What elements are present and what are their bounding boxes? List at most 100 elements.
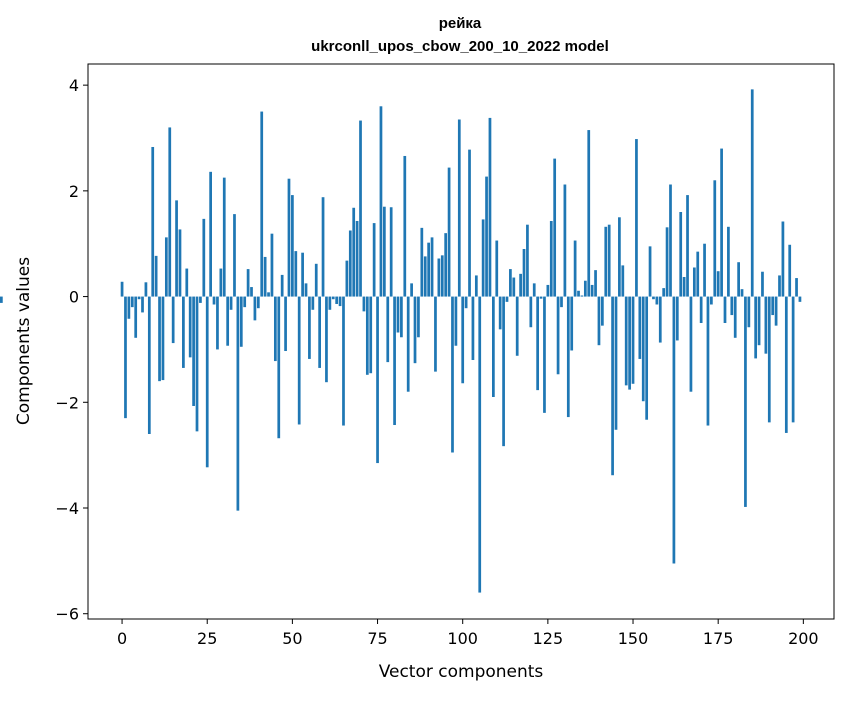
bar	[134, 296, 138, 338]
y-tick-label: −6	[55, 605, 79, 624]
bar	[222, 177, 226, 297]
bar	[348, 230, 352, 297]
bar	[638, 296, 642, 359]
x-tick-label: 50	[282, 629, 302, 648]
bar	[747, 296, 751, 328]
bar	[485, 176, 488, 297]
bar	[733, 296, 737, 338]
bar	[246, 269, 250, 297]
bar	[243, 296, 247, 308]
bar	[161, 296, 165, 381]
bar	[403, 155, 407, 297]
y-tick-label: −4	[55, 499, 79, 518]
bar	[481, 219, 485, 297]
bar	[624, 296, 628, 386]
bar	[658, 296, 662, 343]
y-axis-label: Components values	[14, 257, 34, 425]
bar	[573, 240, 577, 297]
bar	[631, 296, 635, 384]
bar	[723, 296, 727, 323]
bar	[287, 178, 291, 297]
bar	[757, 296, 761, 346]
bar	[168, 127, 172, 297]
x-tick-label: 200	[788, 629, 819, 648]
bar	[226, 296, 230, 346]
bar	[764, 296, 768, 354]
bar	[672, 296, 676, 564]
bar	[229, 296, 233, 310]
bar	[130, 296, 134, 308]
bar	[270, 233, 274, 297]
bar	[679, 212, 683, 297]
bar	[689, 296, 693, 392]
bar	[713, 180, 717, 297]
bar	[652, 296, 655, 300]
bar	[464, 296, 468, 309]
bar	[471, 296, 475, 360]
bar	[587, 130, 591, 297]
bar	[273, 296, 277, 362]
bar	[505, 296, 509, 302]
bar	[297, 296, 301, 425]
bar	[318, 296, 321, 368]
bar	[522, 249, 526, 297]
bar	[212, 296, 216, 305]
bar	[195, 296, 199, 432]
bar	[570, 296, 574, 351]
bar	[648, 246, 652, 297]
x-tick-label: 175	[703, 629, 734, 648]
bar	[372, 223, 376, 297]
bar	[250, 287, 253, 297]
x-axis-label: Vector components	[379, 662, 544, 682]
bar	[645, 296, 649, 420]
bar	[182, 296, 185, 368]
bar	[611, 296, 614, 476]
bar	[308, 296, 311, 359]
bar	[233, 214, 236, 297]
x-tick-label: 25	[197, 629, 217, 648]
bar	[328, 296, 332, 310]
bar	[526, 224, 529, 297]
bar	[563, 184, 567, 297]
bar	[515, 296, 519, 356]
bar	[461, 296, 465, 384]
bar	[754, 296, 758, 359]
plot-frame	[87, 63, 835, 620]
bar	[430, 237, 434, 297]
bar	[577, 290, 580, 297]
bar	[492, 296, 495, 397]
bar	[740, 289, 744, 297]
bar	[607, 224, 611, 297]
bar	[532, 283, 536, 297]
bar	[127, 296, 131, 319]
bar	[580, 295, 584, 297]
bar	[400, 296, 403, 338]
bar	[502, 296, 505, 447]
bar	[440, 255, 444, 297]
bar	[798, 296, 802, 302]
bar	[202, 218, 206, 297]
bar	[710, 296, 713, 305]
bar	[703, 243, 706, 297]
bar	[342, 296, 345, 426]
bar	[621, 265, 625, 297]
bar	[457, 119, 461, 297]
y-tick-label: −2	[55, 393, 79, 412]
bar	[294, 251, 298, 297]
bar	[488, 117, 492, 297]
bar	[386, 296, 390, 363]
bar	[675, 296, 679, 341]
bar	[474, 275, 478, 297]
bar	[539, 296, 543, 299]
bar	[267, 292, 270, 297]
bar	[509, 269, 512, 297]
bar	[791, 296, 795, 423]
x-tick-label: 75	[367, 629, 387, 648]
bar	[720, 148, 723, 297]
bar	[137, 296, 141, 300]
bar	[692, 267, 696, 297]
y-tick-label: 4	[69, 76, 79, 95]
